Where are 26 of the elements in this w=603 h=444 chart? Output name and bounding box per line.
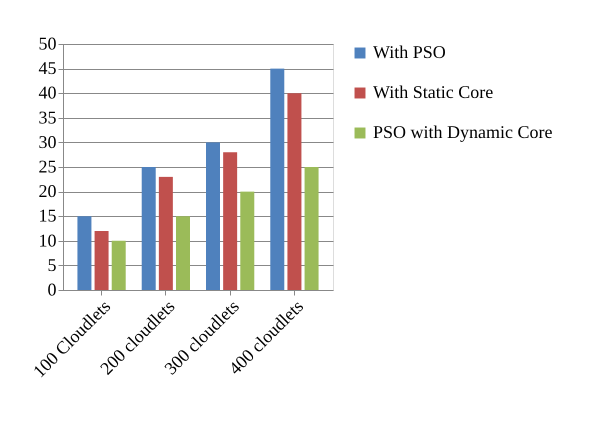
y-tick-label: 15: [38, 206, 56, 226]
y-tick-label: 30: [38, 132, 56, 152]
bar: [176, 216, 190, 290]
bar: [287, 93, 302, 290]
bar: [158, 176, 173, 290]
bar: [206, 142, 220, 290]
y-tick-label: 40: [38, 82, 56, 103]
y-tick-label: 5: [48, 254, 56, 275]
bar: [142, 167, 156, 290]
bar: [304, 167, 319, 290]
bar: [223, 152, 238, 290]
y-tick-label: 35: [38, 107, 56, 128]
y-tick-label: 10: [38, 230, 56, 250]
y-tick-label: 20: [38, 181, 56, 202]
bar: [77, 216, 92, 290]
y-tick-label: 0: [48, 280, 56, 300]
bar: [240, 192, 254, 290]
y-tick-label: 50: [38, 34, 56, 54]
bar: [270, 68, 284, 290]
legend-label: With Static Core: [373, 82, 494, 102]
y-tick-label: 25: [38, 156, 56, 176]
bar: [94, 230, 109, 290]
legend-label: PSO with Dynamic Core: [373, 122, 552, 142]
legend-label: With PSO: [373, 42, 446, 62]
bar: [112, 240, 126, 290]
y-tick-label: 45: [38, 58, 56, 78]
